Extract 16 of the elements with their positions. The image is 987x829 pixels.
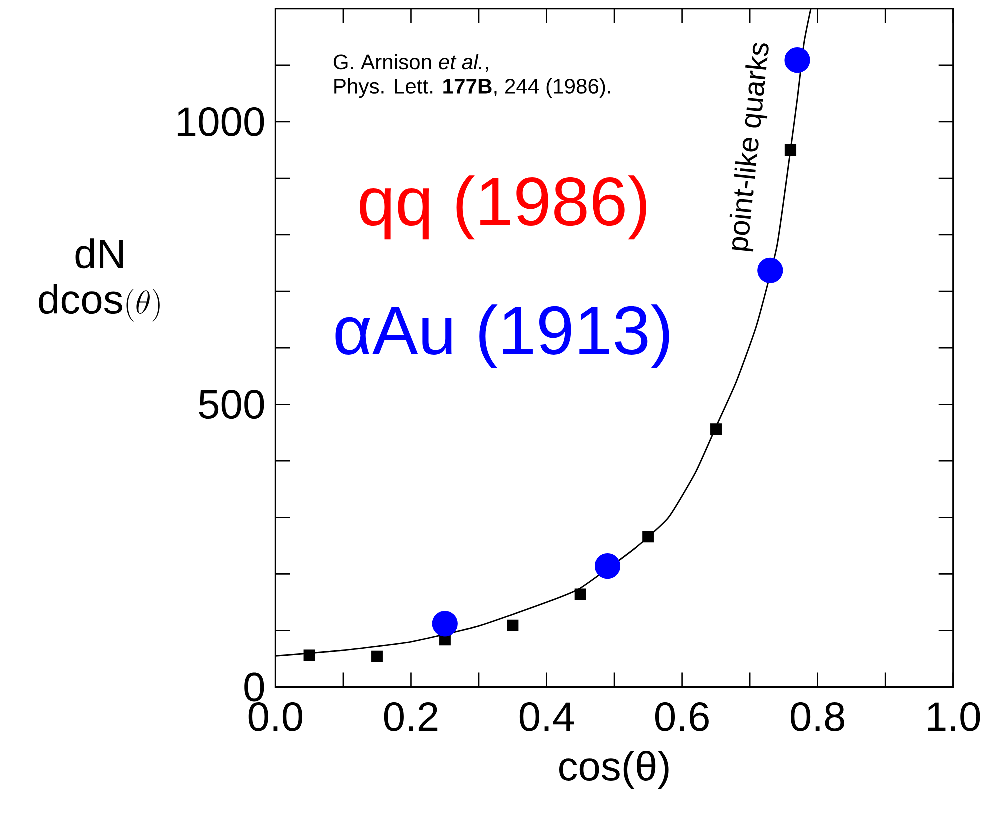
annotation: αAu (1913) xyxy=(336,304,670,369)
annotation: point-like quarks xyxy=(730,43,769,252)
x-tick-label: 0.4 xyxy=(520,702,574,732)
y-tick-label: 1000 xyxy=(178,108,264,137)
annotation: qq (1986) xyxy=(360,176,646,240)
x-tick-label: 1.0 xyxy=(928,702,980,732)
annotation: G. Arnison et al., xyxy=(334,54,488,72)
y-axis-title: $\frac{\mathrm{dN}}{\mathrm{dcos}(\theta)}$ xyxy=(37,238,163,322)
x-tick-label: 0.0 xyxy=(248,702,303,732)
annotation: Phys. Lett. 177B, 244 (1986). xyxy=(334,78,610,98)
x-tick-label: 0.8 xyxy=(791,702,844,732)
y-tick-label: 500 xyxy=(199,390,264,420)
x-tick-label: 0.2 xyxy=(384,702,438,732)
x-tick-label: 0.6 xyxy=(655,702,709,732)
x-axis-title: cos(θ) xyxy=(559,751,669,790)
y-tick-label: 0 xyxy=(244,672,264,702)
